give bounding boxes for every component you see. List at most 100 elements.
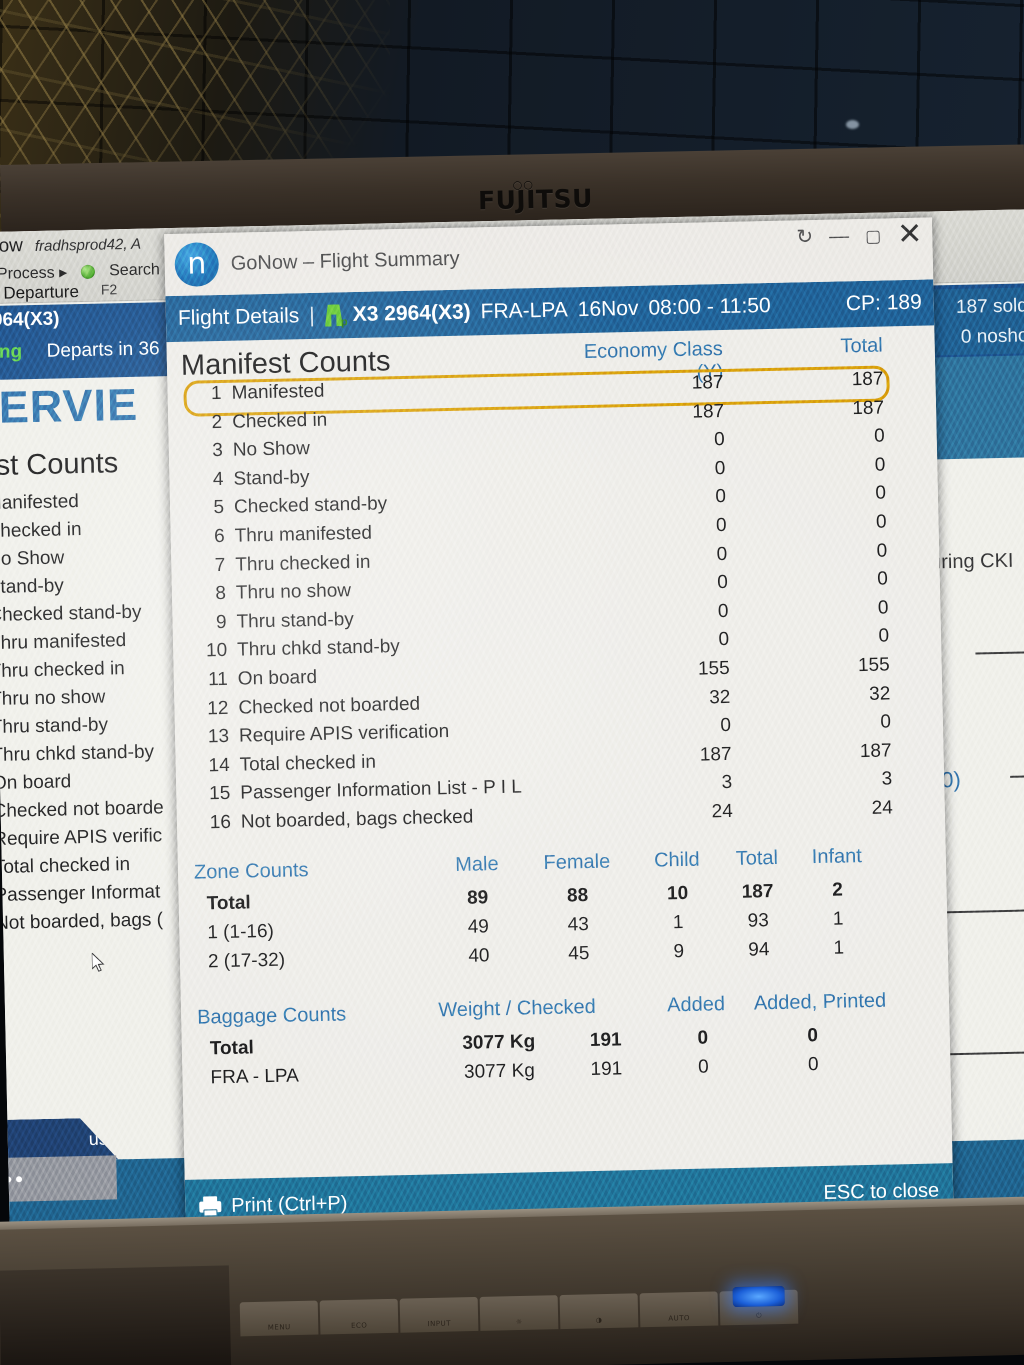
close-icon[interactable]: ✕ <box>896 217 923 252</box>
osd-button-menu[interactable]: MENU <box>239 1300 319 1337</box>
manifest-row-label: Checked in <box>231 409 328 433</box>
osd-button-eco[interactable]: ECO <box>319 1298 399 1335</box>
osd-button-[interactable]: ◑ <box>559 1293 639 1330</box>
background-brand-row: oNow fradhsprod42, A <box>0 233 141 259</box>
green-status-dot-icon <box>81 264 96 279</box>
background-list-item[interactable]: Total checked in <box>0 854 131 879</box>
manifest-row-index: 1 <box>210 382 222 405</box>
baggage-cell-added_printed: 0 <box>807 1024 819 1046</box>
manifest-row-label: Thru chkd stand-by <box>236 636 401 662</box>
manifest-row-index: 4 <box>212 468 224 490</box>
zone-column-header: Female <box>543 850 611 874</box>
background-overview-heading: VERVIE <box>0 378 139 434</box>
manifest-row-label: Thru manifested <box>234 522 373 547</box>
zone-rows: Total 89 88 10 187 2 1 (1-16) 49 43 1 93 1 2 (17-32)… <box>192 877 934 980</box>
background-list-item[interactable]: Thru stand-by <box>0 714 109 739</box>
background-rule-1 <box>1010 772 1024 778</box>
osd-button-label: ⏻ <box>755 1311 763 1320</box>
dialog-body: Manifest Counts Economy Class (Y) Total … <box>166 333 953 1188</box>
manifest-row-economy: 187 <box>699 743 732 766</box>
osd-button-[interactable]: ☼ <box>479 1295 559 1331</box>
manifest-row-label: Manifested <box>231 380 325 404</box>
brand-text: FUJITSU <box>477 183 594 216</box>
flight-details-label: Flight Details <box>177 304 300 330</box>
mouse-cursor <box>91 952 105 972</box>
zone-counts-section: Zone Counts Male Female Child Total Infant T… <box>192 845 934 980</box>
zone-cell-male: 40 <box>468 944 490 967</box>
maximize-icon[interactable]: ▢ <box>864 226 882 246</box>
background-manifest-list: Manifested Checked in No Show Stand-by Check… <box>0 486 166 938</box>
background-list-item[interactable]: Thru no show <box>0 686 106 711</box>
zone-column-header: Male <box>454 852 499 876</box>
manifest-row-label: Thru stand-by <box>236 608 355 633</box>
background-list-item[interactable]: Thru manifested <box>0 630 127 655</box>
background-list-item[interactable]: Thru chkd stand-by <box>0 741 155 767</box>
background-list-item[interactable]: Passenger Informat <box>0 881 161 907</box>
background-list-item[interactable]: Checked not boarde <box>0 797 164 823</box>
background-tab-page[interactable]: 1 ••• <box>0 1155 118 1204</box>
background-list-item[interactable]: Manifested <box>0 491 80 515</box>
baggage-row-label: FRA - LPA <box>210 1064 300 1088</box>
osd-button-label: INPUT <box>427 1319 452 1329</box>
refresh-icon[interactable]: ↻ <box>796 226 814 249</box>
menu-item-process[interactable]: Process ▸ <box>0 264 68 283</box>
manifest-row-index: 14 <box>208 754 230 777</box>
manifest-row-index: 5 <box>213 497 225 519</box>
osd-button-input[interactable]: INPUT <box>399 1296 479 1333</box>
window-controls: ↻ — ▢ ✕ <box>796 217 923 253</box>
manifest-row-total: 32 <box>868 682 891 705</box>
background-list-item[interactable]: No Show <box>0 547 65 571</box>
background-list-item[interactable]: Thru checked in <box>0 658 125 683</box>
background-rule-3 <box>944 1050 1024 1056</box>
column-header-total: Total <box>840 334 883 358</box>
manifest-row-total: 187 <box>851 368 884 391</box>
menu-item-departure[interactable]: Departure <box>3 282 80 303</box>
menu-fkey-hint: F2 <box>100 281 118 298</box>
osd-button-label: MENU <box>267 1323 291 1332</box>
manifest-row-total: 0 <box>880 711 892 733</box>
background-list-item[interactable]: Stand-by <box>0 575 65 599</box>
manifest-row-economy: 24 <box>711 800 734 823</box>
manifest-row-total: 155 <box>857 654 890 677</box>
zone-cell-female: 88 <box>566 884 589 907</box>
zone-cell-infant: 1 <box>833 936 845 959</box>
osd-button-auto[interactable]: AUTO <box>639 1291 719 1328</box>
background-list-item[interactable]: Not boarded, bags ( <box>0 909 164 935</box>
flight-details-separator: | <box>309 303 316 328</box>
background-flight-number: 964(X3) <box>0 308 60 331</box>
background-list-item[interactable]: On board <box>0 771 72 795</box>
manifest-row-label: On board <box>237 666 318 690</box>
manifest-row-total: 3 <box>881 768 893 790</box>
background-list-item[interactable]: Require APIS verific <box>0 825 163 851</box>
manifest-row-index: 10 <box>205 640 228 662</box>
manifest-row-label: Passenger Information List - P I L <box>240 776 523 804</box>
manifest-row-economy: 32 <box>708 686 731 708</box>
osd-button-label: ◑ <box>595 1316 603 1325</box>
manifest-row-index: 11 <box>207 668 229 691</box>
osd-button-[interactable]: ⏻ <box>719 1285 799 1326</box>
manifest-row-label: Not boarded, bags checked <box>240 806 474 833</box>
manifest-row-total: 0 <box>878 625 890 648</box>
background-tab-overflow-icon[interactable]: ••• <box>0 1166 27 1193</box>
manifest-row-label: Thru no show <box>235 580 352 604</box>
background-list-item[interactable]: Checked stand-by <box>0 601 142 627</box>
manifest-row-index: 9 <box>215 611 227 633</box>
baggage-column-header: Weight / Checked <box>438 995 597 1021</box>
manifest-row-index: 3 <box>212 440 224 462</box>
zone-cell-male: 49 <box>467 915 490 938</box>
zone-cell-male: 89 <box>466 886 489 909</box>
zone-cell-infant: 2 <box>832 879 844 901</box>
manifest-rows: 1 Manifested 187 187 2 Checked in 187 187 3 No Sh… <box>181 368 931 842</box>
menu-item-search[interactable]: Search <box>108 261 161 280</box>
zone-row-label: 1 (1-16) <box>207 920 275 943</box>
background-list-item[interactable]: Checked in <box>0 519 82 543</box>
background-menu-row: Process ▸ Search <box>0 260 160 284</box>
background-rule-4 <box>975 650 1024 655</box>
manifest-row-total: 0 <box>875 482 887 505</box>
manifest-row-economy: 0 <box>717 572 729 594</box>
baggage-column-header: Added, Printed <box>753 989 887 1014</box>
manifest-row-index: 13 <box>207 725 230 748</box>
minimize-icon[interactable]: — <box>828 225 850 248</box>
manifest-row-label: Require APIS verification <box>238 721 450 747</box>
